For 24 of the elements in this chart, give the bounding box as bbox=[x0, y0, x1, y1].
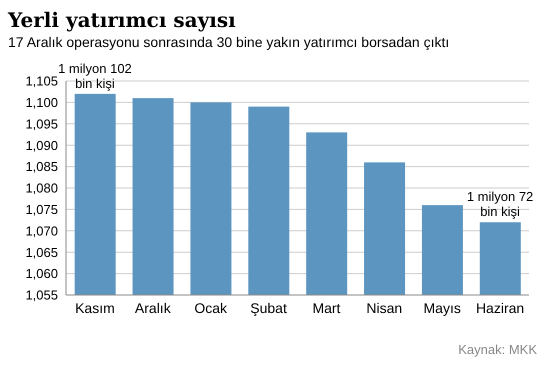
y-tick-label: 1,080 bbox=[25, 180, 58, 196]
x-tick-label: Şubat bbox=[250, 300, 287, 316]
x-tick-label: Aralık bbox=[134, 300, 172, 316]
y-tick-label: 1,075 bbox=[25, 202, 58, 218]
y-tick-label: 1,085 bbox=[25, 159, 58, 174]
annotation: 1 milyon 72 bin kişi bbox=[466, 189, 534, 220]
y-tick-label: 1,095 bbox=[25, 116, 58, 132]
y-tick-label: 1,060 bbox=[25, 266, 58, 282]
chart-title: Yerli yatırımcı sayısı bbox=[8, 8, 237, 32]
text: Kaynak: MKK bbox=[458, 342, 537, 357]
y-tick-label: 1,065 bbox=[25, 244, 58, 260]
annotation: 1 milyon 102 bin kişi bbox=[58, 60, 132, 91]
x-tick-label: Nisan bbox=[366, 300, 402, 316]
x-tick-label: Ocak bbox=[194, 300, 228, 316]
y-tick-label: 1,105 bbox=[25, 74, 58, 89]
x-tick-label: Haziran bbox=[476, 300, 524, 316]
x-tick-label: Kasım bbox=[75, 300, 115, 316]
y-tick-label: 1,070 bbox=[25, 223, 58, 238]
y-tick-label: 1,100 bbox=[25, 95, 58, 110]
y-tick-label: 1,055 bbox=[25, 288, 58, 303]
chart-subtitle: 17 Aralık operasyonu sonrasında 30 bine yakın yatırımcı borsadan çıktı bbox=[8, 34, 450, 51]
x-tick-label: Mayıs bbox=[424, 300, 461, 316]
y-tick-label: 1,090 bbox=[25, 138, 58, 153]
x-tick-label: Mart bbox=[312, 300, 341, 316]
